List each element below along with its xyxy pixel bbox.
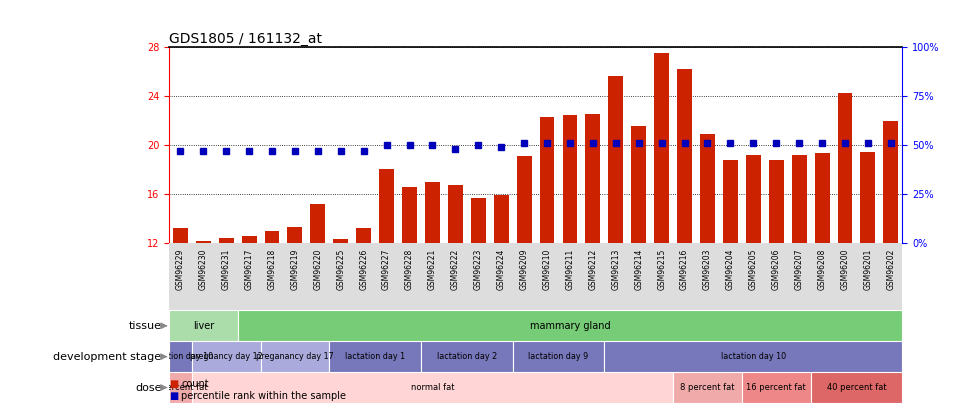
Bar — [814, 153, 830, 243]
Text: lactation day 10: lactation day 10 — [148, 352, 213, 361]
Text: normal fat: normal fat — [411, 383, 455, 392]
Text: GSM96230: GSM96230 — [199, 248, 207, 290]
Text: tissue: tissue — [128, 321, 161, 331]
Bar — [608, 76, 623, 243]
Bar — [402, 187, 417, 243]
Text: GSM96216: GSM96216 — [680, 248, 689, 290]
Bar — [677, 69, 692, 243]
Text: GSM96205: GSM96205 — [749, 248, 758, 290]
Text: GSM96207: GSM96207 — [794, 248, 804, 290]
Text: GSM96219: GSM96219 — [290, 248, 299, 290]
Bar — [631, 126, 647, 243]
Text: GSM96206: GSM96206 — [772, 248, 781, 290]
Bar — [448, 185, 463, 243]
Bar — [471, 198, 485, 243]
Bar — [379, 169, 394, 243]
Text: GSM96231: GSM96231 — [222, 248, 231, 290]
Bar — [769, 160, 784, 243]
Text: GSM96218: GSM96218 — [267, 248, 277, 290]
Bar — [288, 227, 302, 243]
Bar — [586, 114, 600, 243]
Text: GDS1805 / 161132_at: GDS1805 / 161132_at — [169, 32, 322, 45]
Text: lactation day 9: lactation day 9 — [529, 352, 589, 361]
Text: GSM96202: GSM96202 — [886, 248, 896, 290]
Bar — [723, 160, 738, 243]
Bar — [425, 181, 440, 243]
Bar — [329, 341, 421, 372]
Bar — [421, 341, 512, 372]
Bar — [883, 122, 898, 243]
Text: GSM96201: GSM96201 — [864, 248, 872, 290]
Text: GSM96224: GSM96224 — [497, 248, 506, 290]
Text: GSM96200: GSM96200 — [841, 248, 849, 290]
Text: GSM96229: GSM96229 — [176, 248, 185, 290]
Text: percentile rank within the sample: percentile rank within the sample — [181, 391, 346, 401]
Bar — [356, 228, 372, 243]
Text: GSM96214: GSM96214 — [634, 248, 644, 290]
Bar — [791, 155, 807, 243]
Text: GSM96227: GSM96227 — [382, 248, 391, 290]
Text: GSM96210: GSM96210 — [542, 248, 552, 290]
Text: GSM96223: GSM96223 — [474, 248, 482, 290]
Text: GSM96215: GSM96215 — [657, 248, 666, 290]
Bar — [192, 372, 674, 403]
Text: GSM96211: GSM96211 — [565, 248, 574, 290]
Text: lactation day 10: lactation day 10 — [721, 352, 786, 361]
Bar — [311, 204, 325, 243]
Text: GSM96220: GSM96220 — [314, 248, 322, 290]
Text: GSM96209: GSM96209 — [519, 248, 529, 290]
Bar — [811, 372, 902, 403]
Text: development stage: development stage — [53, 352, 161, 362]
Text: GSM96212: GSM96212 — [589, 248, 597, 290]
Bar — [838, 93, 852, 243]
Text: ■: ■ — [169, 379, 179, 389]
Text: mammary gland: mammary gland — [530, 321, 610, 331]
Bar — [604, 341, 902, 372]
Text: ■: ■ — [169, 391, 179, 401]
Bar — [700, 134, 715, 243]
Text: GSM96208: GSM96208 — [817, 248, 827, 290]
Text: 16 percent fat: 16 percent fat — [746, 383, 806, 392]
Bar — [196, 241, 210, 243]
Text: 8 percent fat: 8 percent fat — [680, 383, 734, 392]
Text: GSM96203: GSM96203 — [703, 248, 712, 290]
Text: preganancy day 17: preganancy day 17 — [256, 352, 334, 361]
Bar — [169, 372, 192, 403]
Bar — [539, 117, 555, 243]
Text: pregnancy day 12: pregnancy day 12 — [190, 352, 262, 361]
Bar — [173, 228, 188, 243]
Bar — [861, 152, 875, 243]
Bar — [512, 341, 604, 372]
Bar — [746, 155, 760, 243]
Text: GSM96226: GSM96226 — [359, 248, 369, 290]
Text: lactation day 2: lactation day 2 — [437, 352, 497, 361]
Text: 40 percent fat: 40 percent fat — [827, 383, 886, 392]
Text: GSM96222: GSM96222 — [451, 248, 460, 290]
Bar — [261, 341, 329, 372]
Bar — [241, 236, 257, 243]
Bar — [494, 195, 509, 243]
Text: GSM96225: GSM96225 — [336, 248, 345, 290]
Bar — [169, 341, 192, 372]
Text: GSM96217: GSM96217 — [244, 248, 254, 290]
Bar — [674, 372, 742, 403]
Text: count: count — [181, 379, 209, 389]
Bar — [264, 231, 280, 243]
Text: 8 percent fat: 8 percent fat — [153, 383, 207, 392]
Text: dose: dose — [135, 383, 161, 392]
Text: GSM96213: GSM96213 — [611, 248, 620, 290]
Bar — [563, 115, 577, 243]
Text: lactation day 1: lactation day 1 — [345, 352, 405, 361]
Bar — [219, 238, 234, 243]
Bar — [654, 53, 669, 243]
Bar — [333, 239, 348, 243]
Text: liver: liver — [193, 321, 214, 331]
Bar — [169, 310, 237, 341]
Bar — [516, 156, 532, 243]
Bar — [742, 372, 811, 403]
Text: GSM96204: GSM96204 — [726, 248, 735, 290]
Bar — [192, 341, 261, 372]
Text: GSM96228: GSM96228 — [405, 248, 414, 290]
Text: GSM96221: GSM96221 — [427, 248, 437, 290]
